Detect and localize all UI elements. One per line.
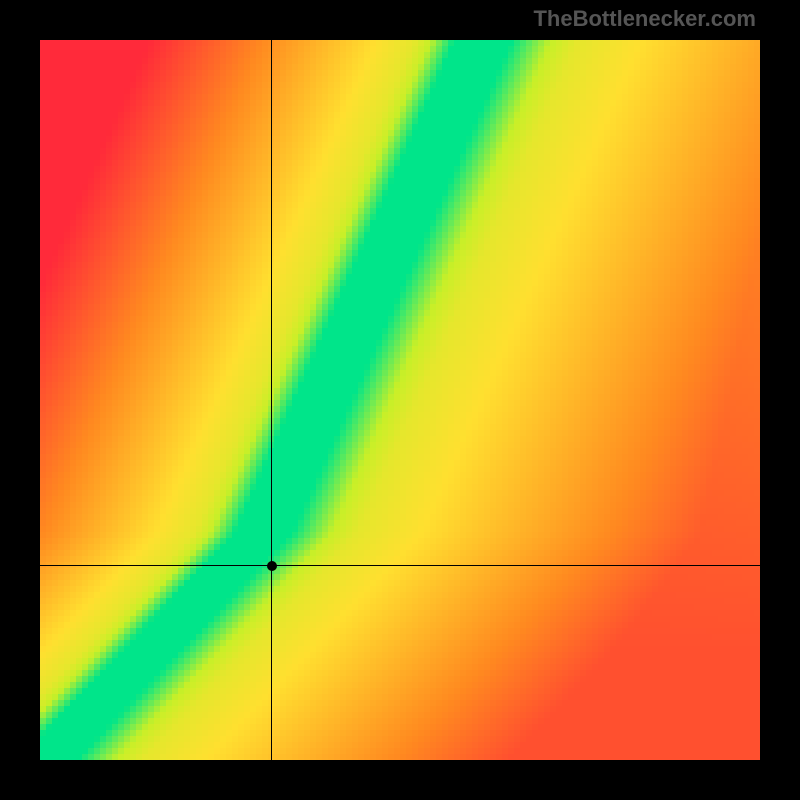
crosshair-vertical — [271, 40, 272, 760]
bottleneck-heatmap — [40, 40, 760, 760]
crosshair-dot — [267, 561, 277, 571]
crosshair-horizontal — [40, 565, 760, 566]
chart-container: TheBottlenecker.com — [0, 0, 800, 800]
watermark-text: TheBottlenecker.com — [533, 6, 756, 32]
